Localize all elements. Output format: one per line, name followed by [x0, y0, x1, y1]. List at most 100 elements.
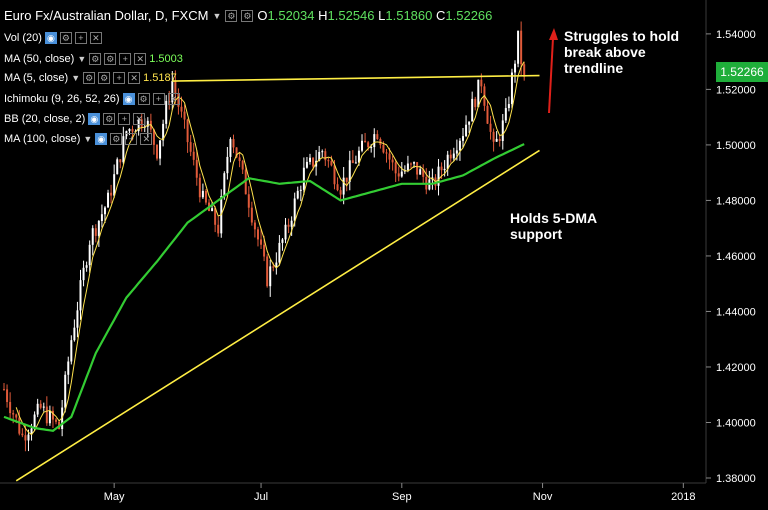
add-icon[interactable]: +: [74, 32, 87, 44]
chevron-down-icon[interactable]: ▼: [212, 10, 222, 21]
candle-body: [107, 192, 110, 208]
candle-body: [272, 266, 275, 268]
candle-body: [110, 192, 113, 196]
indicator-label[interactable]: MA (50, close): [4, 53, 75, 65]
candle-body: [263, 244, 266, 257]
settings-icon[interactable]: ⚙: [89, 53, 102, 65]
candle-body: [250, 207, 253, 223]
close-icon[interactable]: ✕: [133, 113, 146, 125]
indicator-label[interactable]: MA (100, close): [4, 133, 81, 145]
y-tick-label: 1.52000: [716, 84, 756, 96]
candle-body: [168, 100, 171, 103]
add-icon[interactable]: +: [113, 72, 126, 84]
add-icon[interactable]: +: [119, 53, 132, 65]
indicator-row[interactable]: MA (50, close) ▼ ⚙ ⚙ + ✕ 1.5003: [4, 53, 183, 65]
settings-icon[interactable]: ⚙: [98, 72, 111, 84]
settings-icon[interactable]: ⚙: [103, 113, 116, 125]
candle-body: [235, 147, 238, 158]
candle-body: [507, 104, 510, 109]
settings-icon[interactable]: ⚙: [225, 9, 238, 22]
eye-icon[interactable]: ◉: [88, 113, 101, 125]
add-icon[interactable]: +: [125, 133, 138, 145]
rising-trendline[interactable]: [15, 149, 540, 482]
settings-icon[interactable]: ⚙: [241, 9, 254, 22]
candle-body: [351, 160, 354, 163]
settings-icon[interactable]: ⚙: [83, 72, 96, 84]
add-icon[interactable]: +: [118, 113, 131, 125]
indicator-label[interactable]: Ichimoku (9, 26, 52, 26): [4, 93, 120, 105]
indicator-row[interactable]: Vol (20) ◉ ⚙ + ✕: [4, 32, 102, 44]
candle-body: [79, 280, 82, 311]
add-icon[interactable]: +: [152, 93, 165, 105]
close-icon[interactable]: ✕: [167, 93, 180, 105]
symbol-title[interactable]: Euro Fx/Australian Dollar, D, FXCM: [4, 8, 209, 23]
indicator-label[interactable]: BB (20, close, 2): [4, 113, 86, 125]
candle-body: [30, 428, 33, 435]
chevron-down-icon[interactable]: ▼: [71, 73, 81, 83]
horizontal-trendline[interactable]: [172, 74, 540, 82]
high-value: 1.52546: [327, 8, 375, 23]
candle-body: [3, 389, 5, 391]
eye-icon[interactable]: ◉: [44, 32, 57, 44]
close-icon[interactable]: ✕: [140, 133, 153, 145]
indicator-row[interactable]: MA (100, close) ▼ ◉ ⚙ + ✕: [4, 133, 153, 145]
candle-body: [354, 162, 357, 164]
close-icon[interactable]: ✕: [128, 72, 141, 84]
candle-body: [422, 169, 425, 177]
y-tick-label: 1.46000: [716, 251, 756, 263]
indicator-row[interactable]: Ichimoku (9, 26, 52, 26) ◉ ⚙ + ✕: [4, 93, 180, 105]
candle-body: [159, 140, 162, 159]
eye-icon[interactable]: ◉: [95, 133, 108, 145]
candle-body: [21, 433, 24, 436]
candle-body: [6, 389, 9, 403]
candle-body: [85, 265, 88, 268]
candle-body: [82, 267, 85, 281]
candle-body: [137, 119, 140, 132]
candle-body: [55, 419, 58, 422]
eye-icon[interactable]: ◉: [122, 93, 135, 105]
settings-icon[interactable]: ⚙: [137, 93, 150, 105]
chevron-down-icon[interactable]: ▼: [77, 54, 87, 64]
candle-body: [275, 262, 278, 268]
candle-body: [357, 150, 360, 163]
ma50-line: [3, 143, 525, 432]
close-icon[interactable]: ✕: [89, 32, 102, 44]
low-value: 1.51860: [385, 8, 433, 23]
candle-body: [45, 406, 48, 424]
candle-body: [523, 64, 526, 77]
settings-icon[interactable]: ⚙: [59, 32, 72, 44]
ohlc-readout: O1.52034 H1.52546 L1.51860 C1.52266: [257, 8, 493, 23]
indicator-row[interactable]: MA (5, close) ▼ ⚙ ⚙ + ✕ 1.5187: [4, 72, 177, 84]
candle-body: [171, 81, 174, 103]
candle-body: [12, 413, 15, 415]
close-icon[interactable]: ✕: [134, 53, 147, 65]
indicator-label[interactable]: MA (5, close): [4, 72, 69, 84]
candle-body: [39, 403, 42, 408]
candle-body: [394, 162, 397, 174]
settings-icon[interactable]: ⚙: [104, 53, 117, 65]
candle-body: [48, 410, 51, 424]
indicator-row[interactable]: BB (20, close, 2) ◉ ⚙ + ✕: [4, 113, 146, 125]
candle-body: [327, 160, 330, 162]
candle-body: [364, 140, 367, 143]
candle-body: [256, 229, 259, 240]
arrow: [548, 28, 558, 114]
candle-body: [64, 374, 67, 408]
y-tick-label: 1.38000: [716, 473, 756, 485]
chart-header: Euro Fx/Australian Dollar, D, FXCM ▼ ⚙ ⚙…: [4, 8, 492, 23]
chevron-down-icon[interactable]: ▼: [83, 134, 93, 144]
arrow-shaft: [548, 37, 554, 114]
candle-body: [370, 147, 373, 149]
candle-body: [416, 162, 419, 175]
candle-body: [312, 157, 315, 167]
indicator-label[interactable]: Vol (20): [4, 32, 42, 44]
candle-body: [471, 98, 474, 122]
settings-icon[interactable]: ⚙: [110, 133, 123, 145]
candle-body: [36, 403, 39, 415]
candle-body: [186, 119, 189, 143]
candle-body: [18, 417, 21, 434]
candle-body: [376, 134, 379, 140]
candle-body: [462, 136, 464, 141]
